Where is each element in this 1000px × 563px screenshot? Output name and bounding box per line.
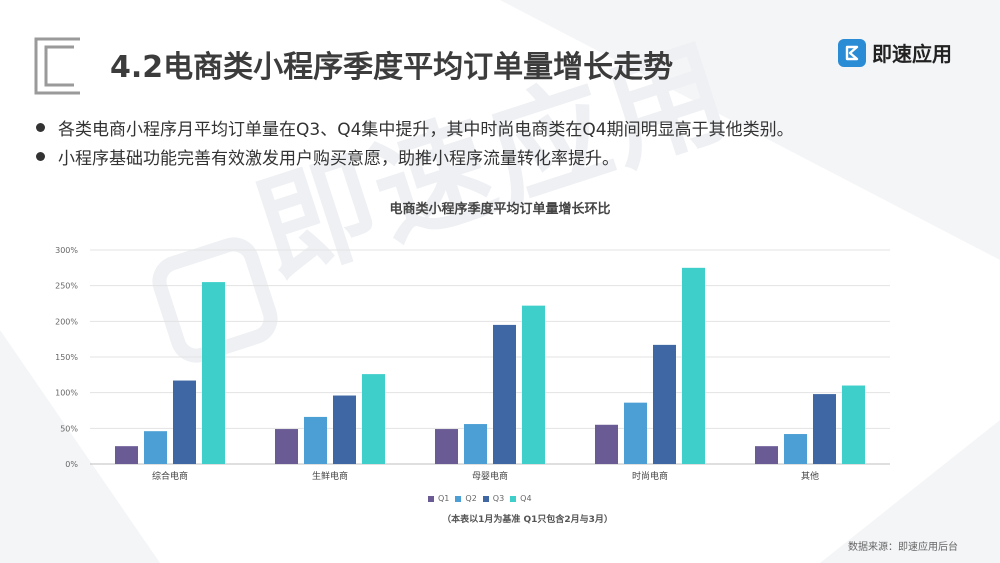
bullet-item: 各类电商小程序月平均订单量在Q3、Q4集中提升，其中时尚电商类在Q4期间明显高于… (36, 113, 794, 142)
bullet-list: 各类电商小程序月平均订单量在Q3、Q4集中提升，其中时尚电商类在Q4期间明显高于… (36, 113, 794, 171)
bar-q1 (275, 429, 298, 464)
data-source: 数据来源：即速应用后台 (848, 542, 958, 553)
bullet-text: 小程序基础功能完善有效激发用户购买意愿，助推小程序流量转化率提升。 (58, 149, 619, 169)
page-title: 4.2电商类小程序季度平均订单量增长走势 (110, 50, 674, 85)
y-tick-label: 50% (60, 424, 78, 433)
bar-q2 (624, 402, 647, 464)
y-tick-label: 300% (55, 246, 78, 255)
legend-swatch (482, 495, 489, 502)
corner-bracket-icon (34, 37, 80, 95)
legend-item: Q4 (510, 494, 532, 503)
bar-q3 (653, 344, 676, 464)
bar-q3 (813, 394, 836, 464)
bar-q1 (435, 429, 458, 464)
bar-q1 (115, 446, 138, 464)
brand-icon (838, 38, 866, 67)
bar-q4 (362, 374, 385, 464)
brand-name: 即速应用 (872, 42, 952, 66)
bar-q4 (682, 267, 705, 464)
legend-label: Q3 (492, 494, 505, 503)
bar-q2 (144, 431, 167, 464)
chart-title: 电商类小程序季度平均订单量增长环比 (389, 202, 611, 217)
legend-label: Q1 (438, 494, 450, 503)
bar-q2 (464, 424, 487, 464)
legend-swatch (510, 495, 517, 502)
x-tick-label: 生鲜电商 (312, 470, 348, 482)
y-tick-label: 100% (55, 389, 78, 398)
bar-q4 (842, 385, 865, 464)
bullet-item: 小程序基础功能完善有效激发用户购买意愿，助推小程序流量转化率提升。 (36, 142, 794, 171)
legend-item: Q1 (428, 494, 449, 503)
bar-q3 (173, 380, 196, 464)
chart-note: （本表以1月为基准 Q1只包含2月与3月） (442, 515, 613, 525)
bar-q2 (784, 434, 807, 464)
legend-item: Q2 (455, 494, 477, 503)
chart-legend: Q1 Q2 Q3 Q4 (428, 494, 538, 503)
y-tick-label: 250% (55, 282, 78, 291)
y-tick-label: 200% (55, 317, 78, 326)
brand-logo: 即速应用 (838, 38, 952, 67)
x-tick-label: 时尚电商 (632, 470, 668, 482)
bullet-dot-icon (36, 123, 45, 132)
y-tick-label: 150% (55, 353, 78, 362)
bar-q4 (522, 305, 545, 464)
x-tick-label: 综合电商 (152, 470, 188, 482)
legend-label: Q2 (465, 494, 477, 503)
bar-q2 (304, 416, 327, 464)
legend-swatch (455, 495, 462, 502)
legend-swatch (428, 495, 434, 502)
bar-q4 (202, 282, 225, 464)
bar-q3 (493, 324, 516, 464)
x-tick-label: 母婴电商 (472, 470, 508, 482)
bar-q1 (755, 446, 778, 464)
bar-q1 (595, 424, 618, 464)
bullet-text: 各类电商小程序月平均订单量在Q3、Q4集中提升，其中时尚电商类在Q4期间明显高于… (58, 120, 794, 140)
legend-item: Q3 (482, 494, 505, 503)
bar-q3 (333, 395, 356, 464)
legend-label: Q4 (520, 494, 532, 503)
y-tick-label: 0% (65, 460, 78, 469)
x-tick-label: 其他 (801, 470, 819, 482)
bullet-dot-icon (36, 152, 45, 161)
